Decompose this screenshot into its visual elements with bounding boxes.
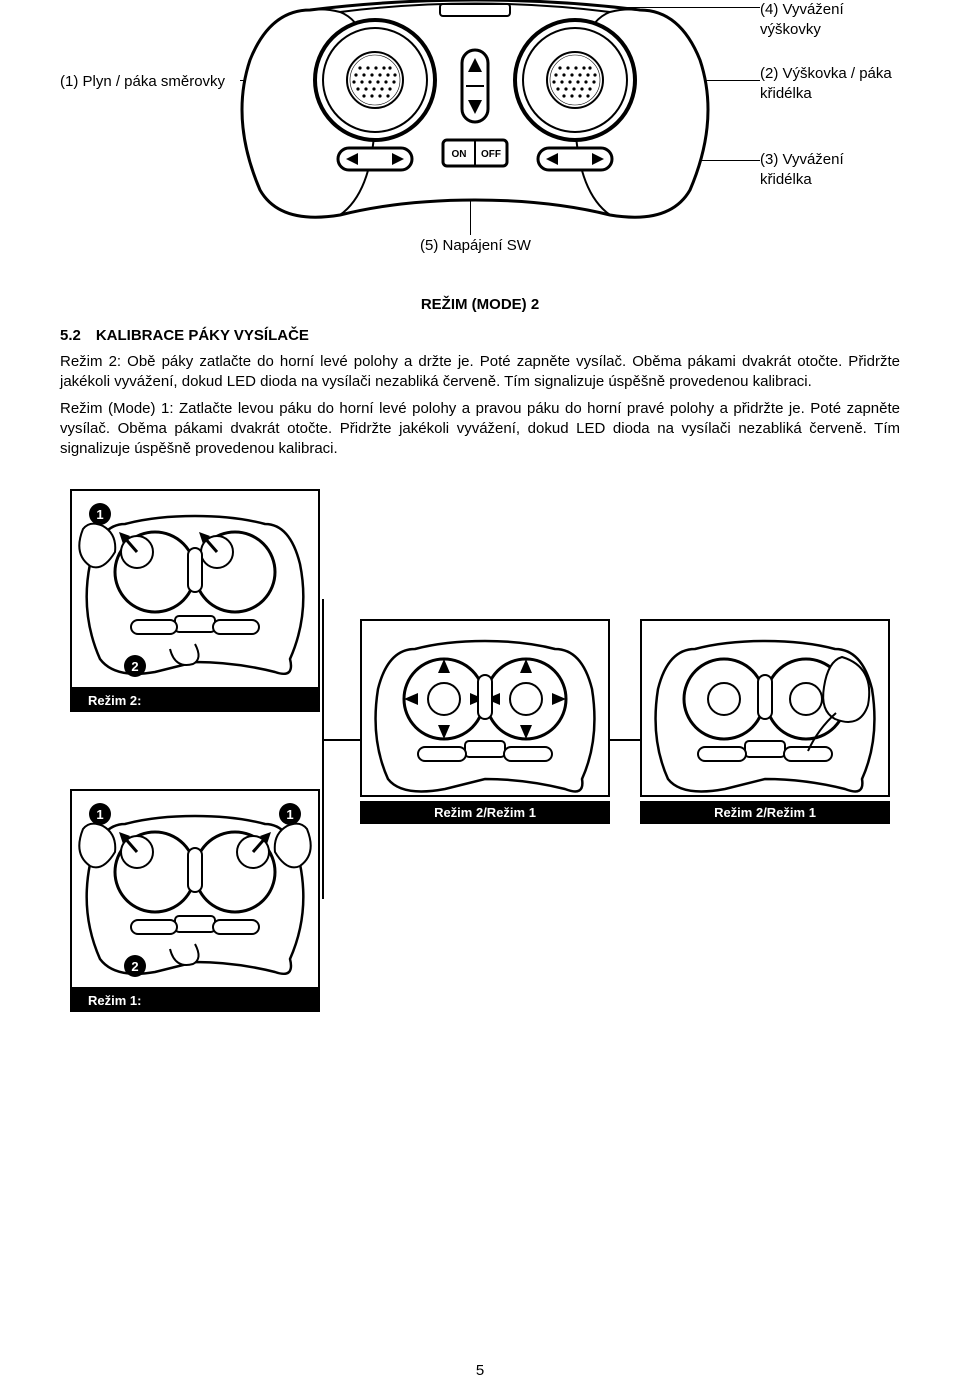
callout-5: (5) Napájení SW — [420, 236, 531, 256]
svg-text:1: 1 — [286, 807, 293, 822]
caption-mode2: Režim 2: — [70, 689, 320, 712]
caption-mode1: Režim 1: — [70, 989, 320, 1012]
panel-rotate-sticks — [360, 619, 610, 819]
section-heading: 5.2 KALIBRACE PÁKY VYSÍLAČE — [60, 327, 900, 344]
panel-hold-trim — [640, 619, 890, 819]
controller-front-illustration: ON OFF — [230, 0, 720, 230]
callout-1: (1) Plyn / páka směrovky — [60, 72, 225, 92]
panel-mode2-sticks: 1 2 — [70, 489, 320, 689]
controller-labeled-diagram: (4) Vyvážení výškovky (1) Plyn / páka sm… — [60, 0, 900, 290]
svg-text:1: 1 — [96, 807, 103, 822]
svg-text:2: 2 — [131, 959, 138, 974]
callout-3: (3) Vyvážení křidélka — [760, 150, 844, 189]
svg-text:1: 1 — [96, 507, 103, 522]
panel-mode1-sticks: 1 1 2 — [70, 789, 320, 989]
switch-off-label: OFF — [481, 149, 501, 160]
calibration-diagram-grid: 1 2 Režim 2: — [60, 489, 900, 1049]
paragraph-mode1: Režim (Mode) 1: Zatlačte levou páku do h… — [60, 399, 900, 460]
switch-on-label: ON — [452, 149, 467, 160]
paragraph-mode2: Režim 2: Obě páky zatlačte do horní levé… — [60, 352, 900, 393]
mode-heading: REŽIM (MODE) 2 — [60, 296, 900, 313]
svg-text:2: 2 — [131, 659, 138, 674]
callout-2: (2) Výškovka / páka křidélka — [760, 64, 892, 103]
page-number: 5 — [0, 1362, 960, 1379]
callout-4: (4) Vyvážení výškovky — [760, 0, 900, 39]
